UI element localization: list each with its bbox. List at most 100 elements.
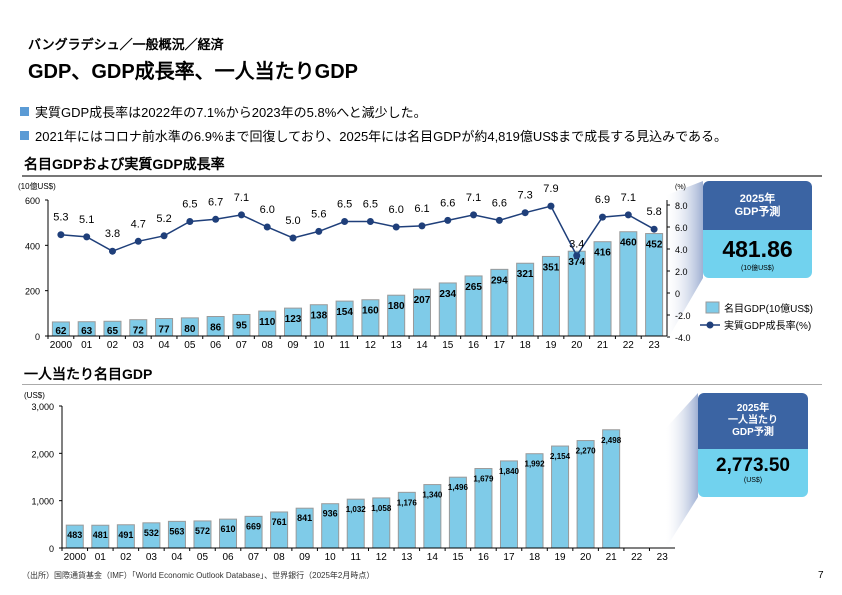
per-capita-bar	[551, 445, 570, 549]
bar-value-label: 80	[184, 324, 196, 335]
growth-value-label: 6.6	[492, 197, 507, 209]
callout-unit: (10億US$)	[740, 265, 775, 272]
y-axis-label: (US$)	[24, 391, 45, 400]
growth-point	[315, 227, 323, 235]
x-tick-label: 08	[274, 552, 286, 563]
growth-value-label: 3.4	[569, 239, 584, 251]
x-tick-label: 17	[494, 340, 506, 351]
x-tick-label: 09	[287, 340, 299, 351]
bar-value-label: 1,840	[499, 467, 520, 476]
x-tick-label: 21	[597, 340, 609, 351]
growth-value-label: 5.3	[53, 212, 68, 224]
growth-point	[160, 232, 168, 240]
bar-value-label: 2,154	[550, 452, 571, 461]
x-tick-label: 21	[606, 552, 618, 563]
bullet-text: 2021年にはコロナ前水準の6.9%まで回復しており、2025年には名目GDPが…	[35, 129, 728, 144]
x-tick-label: 16	[478, 552, 490, 563]
bar-value-label: 491	[118, 530, 133, 540]
bar-value-label: 351	[543, 262, 560, 273]
x-tick-label: 15	[452, 552, 464, 563]
growth-point	[186, 218, 194, 225]
bar-value-label: 1,496	[448, 483, 469, 492]
bar-value-label: 160	[362, 306, 379, 317]
right-tick-label: 8.0	[675, 201, 688, 211]
bullet-square-icon	[20, 131, 29, 140]
bar-value-label: 123	[285, 314, 302, 325]
bar-value-label: 610	[221, 524, 236, 534]
bar-value-label: 460	[620, 238, 637, 249]
growth-point	[83, 233, 91, 241]
per-capita-bar	[602, 429, 621, 549]
growth-value-label: 6.5	[337, 199, 352, 211]
x-tick-label: 19	[545, 340, 557, 351]
growth-value-label: 5.2	[156, 213, 171, 225]
legend-label: 実質GDP成長率(%)	[724, 319, 811, 332]
x-tick-label: 13	[401, 552, 413, 563]
x-tick-label: 02	[107, 340, 119, 351]
growth-value-label: 5.8	[646, 206, 661, 218]
growth-point	[650, 225, 658, 233]
legend-label: 名目GDP(10億US$)	[724, 302, 813, 315]
x-tick-label: 07	[248, 552, 260, 563]
x-tick-label: 18	[529, 552, 541, 563]
x-tick-label: 11	[351, 552, 362, 563]
bar-value-label: 532	[144, 528, 159, 538]
growth-point	[212, 215, 220, 223]
y-tick-label: 1,000	[31, 497, 54, 507]
bar-value-label: 62	[55, 326, 67, 337]
bar-value-label: 180	[388, 301, 405, 312]
growth-value-label: 6.0	[260, 204, 275, 216]
x-tick-label: 04	[171, 552, 183, 563]
bar-value-label: 110	[259, 317, 276, 328]
growth-point	[289, 234, 297, 242]
x-tick-label: 22	[623, 340, 635, 351]
right-tick-label: 6.0	[675, 223, 688, 233]
left-tick-label: 0	[35, 332, 40, 342]
bar-value-label: 77	[159, 325, 171, 336]
bar-value-label: 669	[246, 521, 261, 531]
growth-point	[495, 216, 503, 224]
right-axis-label: (%)	[675, 184, 686, 191]
callout-value: 2,773.50	[716, 455, 790, 476]
x-tick-label: 20	[580, 552, 592, 563]
left-tick-label: 200	[25, 287, 40, 297]
growth-point	[470, 211, 478, 219]
gdp-forecast-callout: 2025年 GDP予測 481.86 (10億US$)	[703, 181, 812, 278]
y-tick-label: 0	[49, 544, 54, 554]
legend-line-marker	[706, 321, 714, 329]
growth-point	[444, 216, 452, 224]
growth-point	[108, 247, 116, 255]
growth-point	[134, 237, 142, 245]
bar-value-label: 1,679	[473, 475, 494, 484]
bar-value-label: 841	[297, 513, 312, 523]
bullet-item: 2021年にはコロナ前水準の6.9%まで回復しており、2025年には名目GDPが…	[20, 126, 727, 145]
right-tick-label: 0	[675, 289, 680, 299]
bar-value-label: 2,498	[601, 436, 622, 445]
growth-value-label: 7.3	[517, 190, 532, 202]
bullet-item: 実質GDP成長率は2022年の7.1%から2023年の5.8%へと減少した。	[20, 102, 427, 121]
left-tick-label: 400	[25, 241, 40, 251]
callout-header: 2025年	[739, 192, 776, 205]
growth-line	[60, 205, 655, 258]
callout-connector	[667, 181, 703, 340]
right-tick-label: 4.0	[675, 245, 688, 255]
growth-point	[547, 202, 555, 210]
x-tick-label: 23	[649, 340, 661, 351]
x-tick-label: 17	[503, 552, 515, 563]
growth-point	[521, 209, 529, 217]
left-axis-label: (10億US$)	[18, 181, 56, 191]
bullet-text: 実質GDP成長率は2022年の7.1%から2023年の5.8%へと減少した。	[35, 105, 427, 120]
x-tick-label: 12	[376, 552, 388, 563]
legend-bar-swatch	[705, 301, 720, 314]
x-tick-label: 05	[197, 552, 209, 563]
bar-value-label: 483	[67, 530, 82, 540]
bar-value-label: 95	[236, 320, 248, 331]
bar-value-label: 1,058	[371, 504, 392, 513]
x-tick-label: 05	[184, 340, 196, 351]
growth-value-label: 6.0	[389, 204, 404, 216]
x-tick-label: 03	[133, 340, 145, 351]
growth-point	[418, 222, 426, 230]
x-tick-label: 22	[631, 552, 643, 563]
bar-value-label: 452	[646, 240, 663, 251]
